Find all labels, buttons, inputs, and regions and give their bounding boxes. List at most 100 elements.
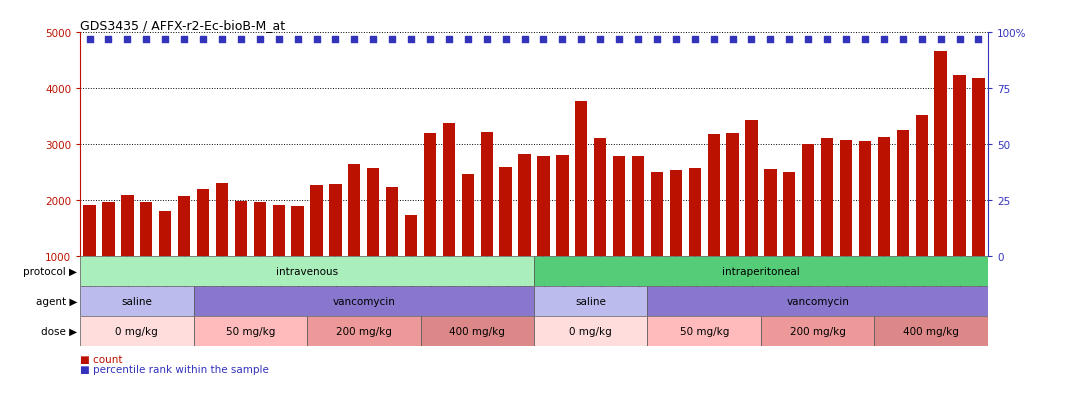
Point: [157, 37, 174, 44]
Bar: [760, 316, 875, 347]
Text: GDS3435 / AFFX-r2-Ec-bioB-M_at: GDS3435 / AFFX-r2-Ec-bioB-M_at: [80, 19, 285, 32]
Point: [572, 37, 590, 44]
Bar: [272, 205, 285, 312]
Bar: [915, 116, 928, 312]
Point: [308, 37, 325, 44]
Bar: [348, 165, 361, 312]
Bar: [197, 190, 209, 312]
Bar: [461, 175, 474, 312]
Bar: [193, 286, 534, 316]
Bar: [954, 76, 965, 312]
Point: [516, 37, 533, 44]
Bar: [576, 102, 587, 312]
Bar: [329, 184, 342, 312]
Point: [611, 37, 628, 44]
Text: intravenous: intravenous: [276, 266, 339, 276]
Bar: [159, 211, 171, 312]
Point: [837, 37, 854, 44]
Point: [327, 37, 344, 44]
Point: [743, 37, 760, 44]
Bar: [897, 131, 909, 312]
Point: [175, 37, 192, 44]
Bar: [821, 139, 833, 312]
Bar: [934, 52, 946, 312]
Bar: [308, 316, 421, 347]
Bar: [518, 154, 531, 312]
Bar: [235, 202, 247, 312]
Bar: [556, 156, 568, 312]
Point: [932, 37, 949, 44]
Bar: [647, 316, 760, 347]
Bar: [140, 202, 153, 312]
Point: [459, 37, 476, 44]
Text: agent ▶: agent ▶: [35, 296, 77, 306]
Bar: [80, 316, 193, 347]
Bar: [178, 197, 190, 312]
Bar: [216, 183, 229, 312]
Bar: [292, 207, 303, 312]
Text: ■ count: ■ count: [80, 354, 123, 364]
Bar: [103, 202, 114, 312]
Text: vancomycin: vancomycin: [332, 296, 395, 306]
Point: [497, 37, 514, 44]
Bar: [500, 168, 512, 312]
Bar: [421, 316, 534, 347]
Bar: [875, 316, 988, 347]
Point: [214, 37, 231, 44]
Point: [138, 37, 155, 44]
Point: [289, 37, 307, 44]
Point: [761, 37, 779, 44]
Point: [403, 37, 420, 44]
Text: 50 mg/kg: 50 mg/kg: [225, 326, 274, 337]
Point: [554, 37, 571, 44]
Bar: [839, 141, 852, 312]
Bar: [534, 316, 647, 347]
Point: [100, 37, 117, 44]
Bar: [647, 286, 988, 316]
Bar: [193, 316, 308, 347]
Text: saline: saline: [122, 296, 153, 306]
Point: [119, 37, 136, 44]
Bar: [534, 286, 647, 316]
Text: 0 mg/kg: 0 mg/kg: [115, 326, 158, 337]
Bar: [670, 171, 682, 312]
Point: [346, 37, 363, 44]
Bar: [83, 206, 96, 312]
Bar: [650, 173, 663, 312]
Text: ■ percentile rank within the sample: ■ percentile rank within the sample: [80, 364, 269, 374]
Point: [383, 37, 400, 44]
Point: [535, 37, 552, 44]
Text: 0 mg/kg: 0 mg/kg: [569, 326, 612, 337]
Bar: [783, 173, 796, 312]
Bar: [443, 123, 455, 312]
Point: [970, 37, 987, 44]
Point: [81, 37, 98, 44]
Bar: [972, 79, 985, 312]
Bar: [878, 137, 890, 312]
Bar: [424, 133, 436, 312]
Point: [876, 37, 893, 44]
Point: [629, 37, 646, 44]
Point: [233, 37, 250, 44]
Text: dose ▶: dose ▶: [41, 326, 77, 337]
Text: 50 mg/kg: 50 mg/kg: [679, 326, 728, 337]
Bar: [311, 185, 323, 312]
Bar: [594, 138, 607, 312]
Point: [894, 37, 911, 44]
Bar: [802, 145, 815, 312]
Point: [687, 37, 704, 44]
Text: 200 mg/kg: 200 mg/kg: [789, 326, 846, 337]
Point: [270, 37, 287, 44]
Bar: [745, 121, 757, 312]
Point: [913, 37, 930, 44]
Point: [705, 37, 722, 44]
Bar: [80, 256, 534, 286]
Point: [724, 37, 741, 44]
Text: protocol ▶: protocol ▶: [22, 266, 77, 276]
Text: 200 mg/kg: 200 mg/kg: [335, 326, 392, 337]
Point: [668, 37, 685, 44]
Bar: [405, 216, 418, 312]
Point: [364, 37, 381, 44]
Bar: [122, 196, 134, 312]
Point: [857, 37, 874, 44]
